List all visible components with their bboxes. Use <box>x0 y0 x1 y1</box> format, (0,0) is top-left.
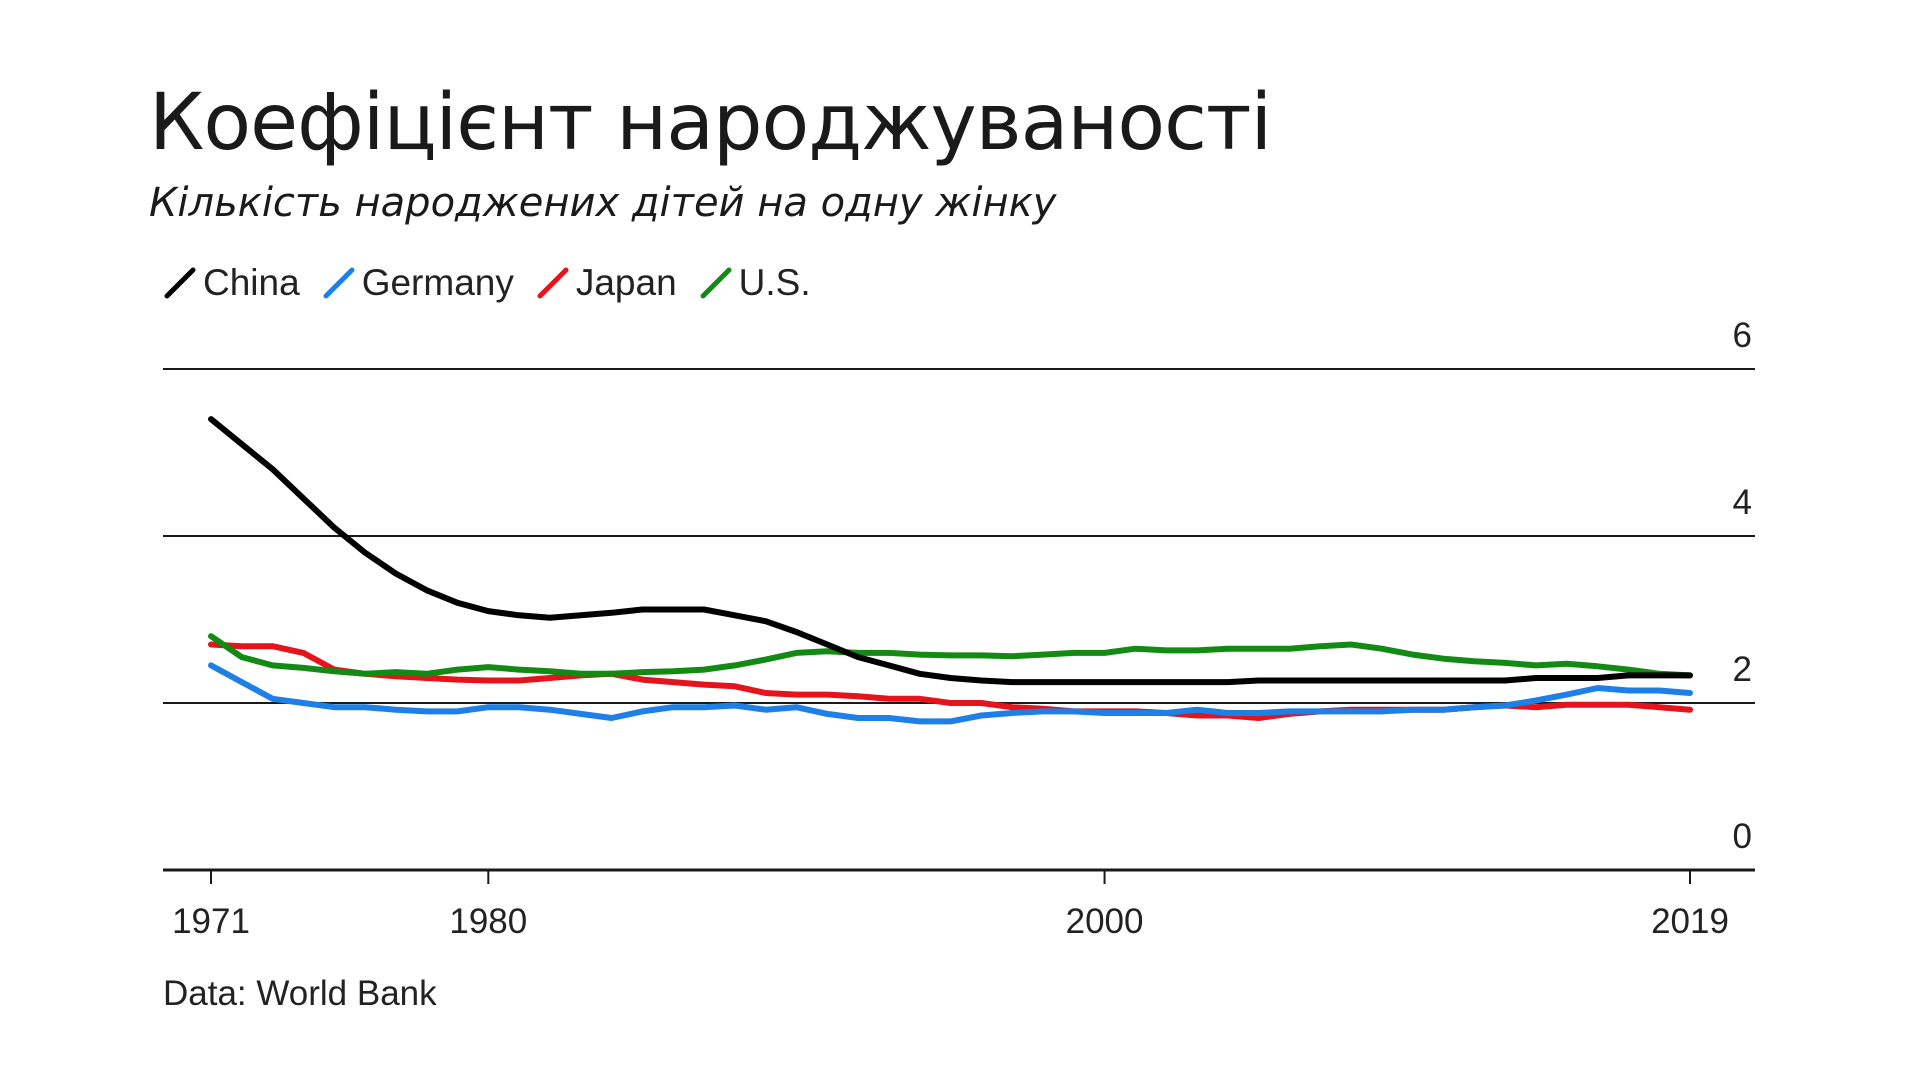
series-line-us <box>208 633 1693 679</box>
y-tick-label-0: 0 <box>1733 817 1752 856</box>
series-line-germany <box>208 662 1693 725</box>
legend-swatch-us <box>700 267 732 299</box>
legend-label-germany: Germany <box>361 262 514 303</box>
legend-swatch-japan <box>537 267 569 299</box>
legend-swatch-line-germany <box>323 267 355 299</box>
legend-item-germany: Germany <box>322 262 514 304</box>
legend-item-china: China <box>163 262 300 304</box>
x-tick-label-2019: 2019 <box>1651 902 1729 941</box>
slide-subtitle: Кількість народжених дітей на одну жінку <box>149 180 1057 226</box>
series-line-china <box>208 416 1693 686</box>
legend-label-china: China <box>203 262 300 303</box>
source-note: Data: World Bank <box>163 974 437 1013</box>
legend-swatch-line-japan <box>537 267 569 299</box>
legend-swatch-china <box>164 267 196 299</box>
legend-item-japan: Japan <box>536 262 677 304</box>
legend-swatch-line-us <box>700 267 732 299</box>
y-tick-label-6: 6 <box>1733 316 1752 355</box>
legend-swatch-germany <box>323 267 355 299</box>
x-tick-label-2000: 2000 <box>1066 902 1144 941</box>
slide-title: Коефіцієнт народжуваності <box>149 78 1272 168</box>
x-tick-label-1980: 1980 <box>449 902 527 941</box>
chart-legend: China Germany Japan U.S. <box>163 262 811 304</box>
legend-swatch-line-china <box>164 267 196 299</box>
legend-item-us: U.S. <box>699 262 811 304</box>
x-tick-label-1971: 1971 <box>172 902 250 941</box>
y-tick-label-2: 2 <box>1733 650 1752 689</box>
y-tick-label-4: 4 <box>1733 483 1752 522</box>
legend-label-us: U.S. <box>738 262 811 303</box>
legend-label-japan: Japan <box>575 262 677 303</box>
